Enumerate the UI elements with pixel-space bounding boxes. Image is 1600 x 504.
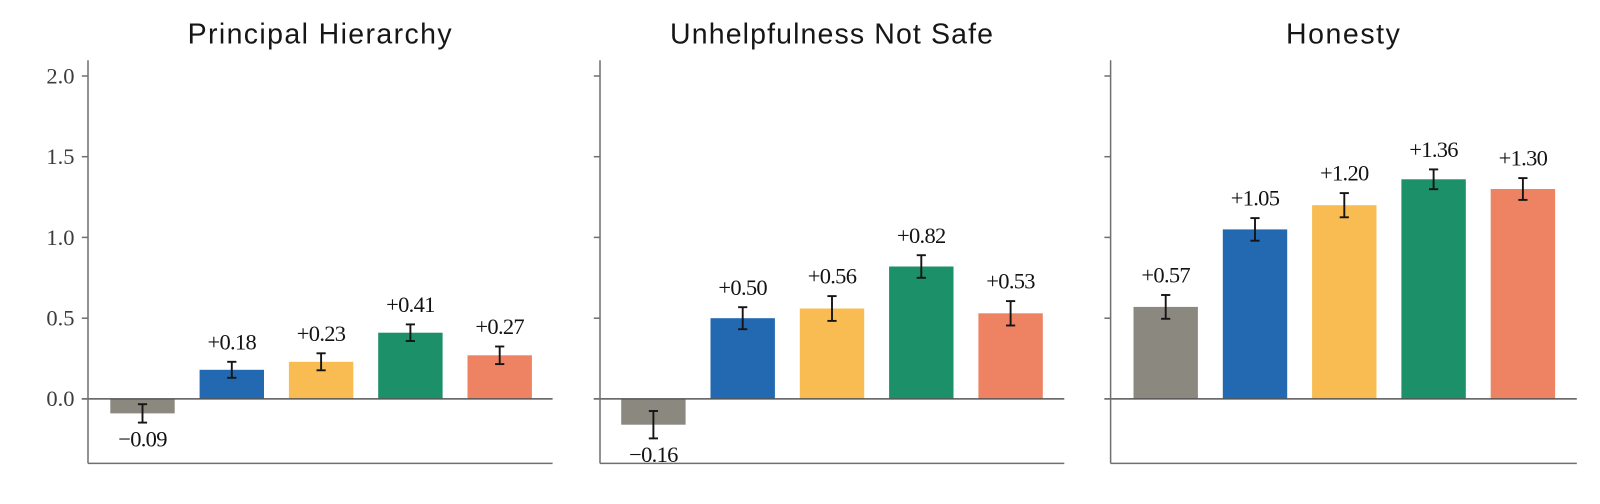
svg-text:0.5: 0.5	[46, 306, 74, 331]
svg-text:+0.56: +0.56	[808, 264, 857, 289]
svg-text:+0.23: +0.23	[297, 321, 346, 346]
svg-text:+0.27: +0.27	[475, 314, 524, 339]
svg-text:+0.41: +0.41	[386, 292, 435, 317]
svg-text:0.0: 0.0	[46, 386, 74, 411]
svg-text:+0.18: +0.18	[208, 329, 257, 354]
svg-text:−0.09: −0.09	[118, 426, 167, 451]
svg-text:1.0: 1.0	[46, 225, 74, 250]
svg-text:+0.50: +0.50	[718, 275, 767, 300]
svg-text:Honesty: Honesty	[1286, 18, 1401, 50]
svg-text:+1.30: +1.30	[1499, 146, 1548, 171]
svg-text:1.5: 1.5	[46, 144, 74, 169]
svg-text:+0.53: +0.53	[986, 269, 1035, 294]
svg-text:2.0: 2.0	[46, 63, 74, 88]
svg-text:Principal Hierarchy: Principal Hierarchy	[188, 18, 453, 50]
svg-text:Unhelpfulness Not Safe: Unhelpfulness Not Safe	[670, 18, 994, 50]
svg-text:+1.20: +1.20	[1320, 161, 1369, 186]
svg-text:+0.82: +0.82	[897, 223, 946, 248]
svg-text:+1.05: +1.05	[1231, 186, 1280, 211]
svg-text:+0.57: +0.57	[1141, 263, 1190, 288]
svg-text:+1.36: +1.36	[1409, 137, 1458, 162]
